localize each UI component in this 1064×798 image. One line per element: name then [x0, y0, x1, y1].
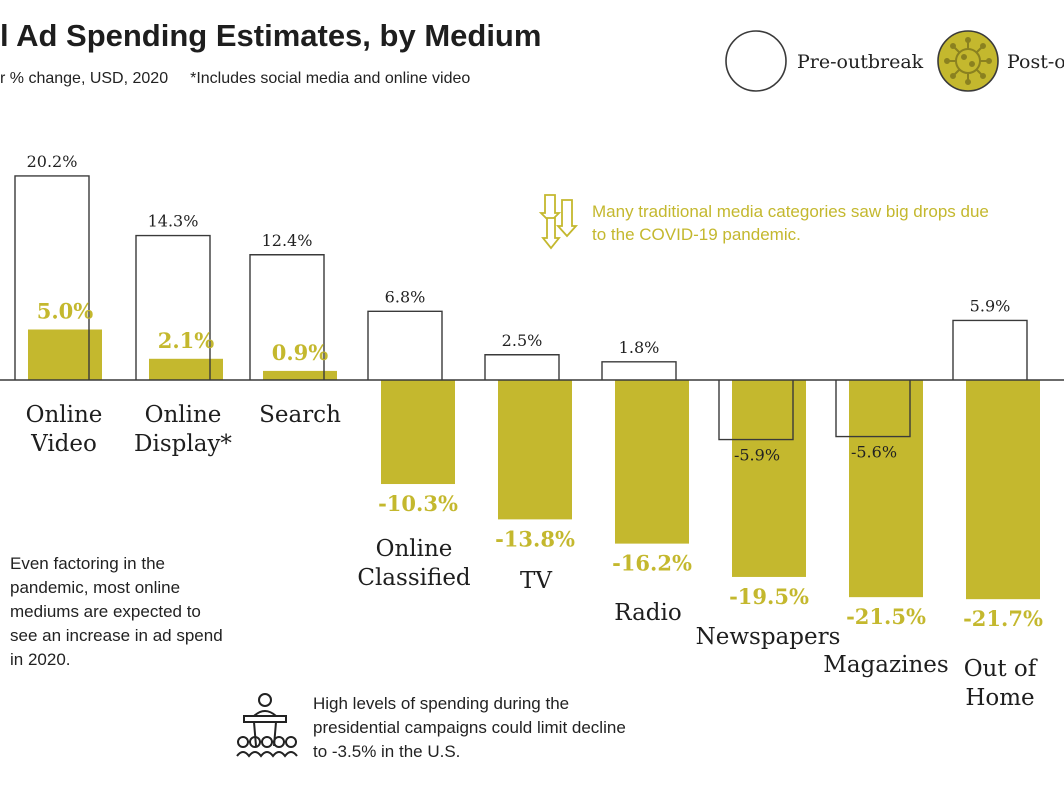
- pre-outbreak-bars: [14, 175, 1028, 441]
- post-value-label: -10.3%: [378, 491, 458, 516]
- chart-title: l Ad Spending Estimates, by Medium: [0, 18, 542, 53]
- note-presidential-campaigns: High levels of spending during the presi…: [313, 694, 626, 761]
- note-traditional-media: Many traditional media categories saw bi…: [592, 202, 989, 244]
- legend: Pre-outbreak Post-o: [725, 30, 1064, 92]
- post-value-label: -13.8%: [495, 526, 575, 551]
- post-bar: [263, 370, 337, 380]
- category-label: Online: [26, 402, 103, 428]
- footnote-text: *Includes social media and online video: [190, 70, 471, 87]
- pre-value-label: 20.2%: [27, 152, 78, 171]
- pre-value-label: 5.9%: [970, 296, 1011, 315]
- post-value-label: 0.9%: [272, 340, 329, 365]
- pre-value-label: 14.3%: [148, 212, 199, 231]
- pre-value-label: 1.8%: [619, 338, 660, 357]
- category-label: Search: [259, 402, 341, 428]
- subtitle-text: r % change, USD, 2020: [0, 70, 169, 87]
- post-value-label: -19.5%: [729, 584, 809, 609]
- post-value-label: 5.0%: [37, 299, 94, 324]
- category-label: Home: [965, 685, 1034, 711]
- down-arrows-icon: [538, 194, 579, 250]
- post-bar: [615, 380, 689, 544]
- post-value-label: 2.1%: [158, 328, 215, 353]
- category-label: Newspapers: [696, 624, 841, 650]
- legend-label-post: Post-o: [1007, 51, 1064, 73]
- chart-subtitle: r % change, USD, 2020 *Includes social me…: [0, 70, 470, 88]
- pre-outbreak-value-labels: 20.2% 14.3% 12.4% 6.8% 2.5% 1.8% -5.9% -5.6% 5.9…: [27, 152, 1011, 465]
- post-value-label: -21.7%: [963, 606, 1043, 631]
- pre-bar: [14, 175, 90, 380]
- virus-icon: [937, 30, 999, 92]
- post-value-label: -21.5%: [846, 604, 926, 629]
- post-outbreak-value-labels: 5.0% 2.1% 0.9% -10.3% -13.8% -16.2% -19.5% -21.…: [37, 299, 1043, 632]
- legend-label-pre: Pre-outbreak: [797, 51, 924, 73]
- pre-bar: [718, 380, 794, 441]
- post-bar: [498, 380, 572, 520]
- pre-bar: [367, 310, 443, 380]
- pre-bar: [601, 361, 677, 380]
- category-label: Online: [376, 536, 453, 562]
- post-bar: [149, 358, 223, 380]
- category-label: Display*: [134, 431, 232, 457]
- category-label: Radio: [614, 600, 681, 626]
- pre-value-label: -5.9%: [734, 446, 780, 465]
- category-label: Video: [30, 431, 97, 457]
- note-online-mediums: Even factoring in the pandemic, most onl…: [10, 554, 223, 669]
- post-bar: [381, 380, 455, 485]
- pre-bar: [835, 380, 911, 438]
- pre-bar: [952, 319, 1028, 380]
- category-label: Magazines: [823, 652, 948, 678]
- pre-bar: [484, 354, 560, 380]
- post-bar: [28, 329, 102, 380]
- pre-value-label: 12.4%: [262, 231, 313, 250]
- post-bar: [849, 380, 923, 598]
- pre-bar: [249, 254, 325, 380]
- category-label: Out of: [964, 656, 1038, 682]
- post-bar: [966, 380, 1040, 600]
- pre-bar: [135, 234, 211, 380]
- category-label: Online: [145, 402, 222, 428]
- post-bar: [732, 380, 806, 577]
- category-labels: Online Video Online Display* Search Online Cla…: [26, 402, 1038, 711]
- post-value-label: -16.2%: [612, 551, 692, 576]
- category-label: TV: [520, 568, 552, 594]
- pre-value-label: -5.6%: [851, 443, 897, 462]
- pre-value-label: 2.5%: [502, 331, 543, 350]
- category-label: Classified: [357, 565, 471, 591]
- legend-swatch-pre: [725, 30, 787, 92]
- pre-value-label: 6.8%: [385, 287, 426, 306]
- podium-icon: [236, 693, 298, 758]
